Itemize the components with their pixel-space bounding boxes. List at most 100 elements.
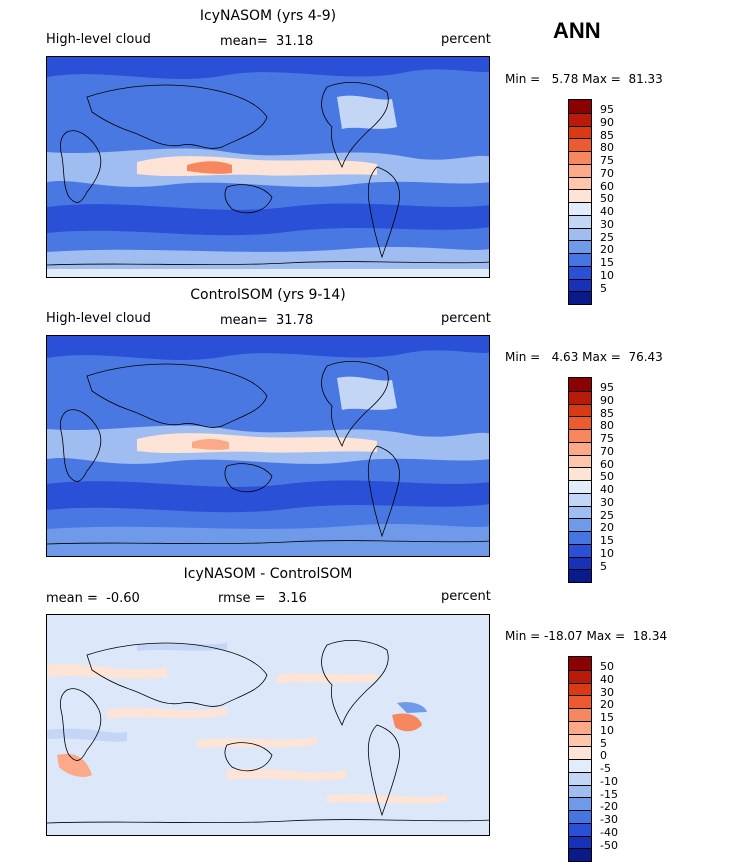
colorbar-tick-label: 40 — [600, 205, 614, 218]
colorbar-tick-label: 95 — [600, 103, 614, 116]
panel-3-mean-label: mean = -0.60 — [46, 591, 140, 606]
colorbar-tick-label: -5 — [600, 762, 611, 775]
colorbar-tick-label: 10 — [600, 546, 614, 560]
colorbar-tick-label: 30 — [600, 217, 614, 231]
panel-2-colorbar-swatch — [569, 441, 591, 455]
panel-2-colorbar-swatch — [569, 467, 591, 480]
panel-1-colorbar-swatch — [569, 163, 591, 177]
panel-1-colorbar-swatch — [569, 253, 591, 266]
panel-1-colorbar-swatch — [569, 278, 591, 292]
season-label: ANN — [553, 18, 601, 43]
colorbar-tick-label: 90 — [600, 393, 614, 407]
panel-2-colorbar-swatch — [569, 505, 591, 519]
panel-3-colorbar-swatch — [569, 822, 591, 836]
colorbar-tick-label: 20 — [600, 243, 614, 257]
panel-1-colorbar-swatch — [569, 214, 591, 228]
colorbar-tick-label: 15 — [600, 256, 614, 269]
panel-1-colorbar-swatch — [569, 100, 591, 113]
panel-2-title: ControlSOM (yrs 9-14) — [190, 287, 346, 303]
colorbar-tick-label: 5 — [600, 281, 607, 295]
colorbar-tick-label: 80 — [600, 419, 614, 433]
panel-3-colorbar-swatch — [569, 784, 591, 798]
panel-1-colorbar-swatch — [569, 151, 591, 164]
panel-1-colorbar-swatch — [569, 138, 591, 151]
panel-3-minmax: Min = -18.07 Max = 18.34 — [505, 629, 668, 643]
panel-1-colorbar-swatch — [569, 112, 591, 126]
panel-2-colorbar-swatch — [569, 543, 591, 557]
colorbar-tick-label: 50 — [600, 660, 614, 673]
panel-2-units-label: percent — [441, 311, 491, 326]
colorbar-tick-label: 85 — [600, 128, 614, 142]
panel-2-colorbar-swatch — [569, 492, 591, 506]
colorbar-tick-label: -30 — [600, 813, 618, 826]
panel-1-colorbar — [568, 99, 592, 305]
panel-3-colorbar-swatch — [569, 797, 591, 810]
panel-2-colorbar-swatch — [569, 378, 591, 391]
panel-2-map — [46, 335, 490, 557]
colorbar-tick-label: 15 — [600, 711, 614, 724]
colorbar-tick-label: 20 — [600, 521, 614, 535]
panel-1-colorbar-swatch — [569, 265, 591, 279]
colorbar-tick-label: 30 — [600, 495, 614, 509]
panel-3-colorbar-swatch — [569, 669, 591, 683]
colorbar-tick-label: -40 — [600, 825, 618, 839]
colorbar-tick-label: 30 — [600, 685, 614, 699]
panel-2-colorbar — [568, 377, 592, 583]
panel-2-minmax: Min = 4.63 Max = 76.43 — [505, 350, 663, 364]
panel-3-colorbar-swatch — [569, 657, 591, 670]
panel-3-colorbar-swatch — [569, 733, 591, 747]
panel-2-colorbar-swatch — [569, 403, 591, 417]
colorbar-tick-label: 80 — [600, 141, 614, 155]
panel-3-colorbar-swatch — [569, 848, 591, 861]
panel-2-colorbar-swatch — [569, 416, 591, 429]
colorbar-tick-label: 40 — [600, 483, 614, 496]
panel-3-colorbar-swatch — [569, 695, 591, 708]
panel-1-colorbar-swatch — [569, 202, 591, 215]
colorbar-tick-label: 95 — [600, 381, 614, 394]
panel-1-colorbar-swatch — [569, 240, 591, 253]
colorbar-tick-label: 10 — [600, 268, 614, 282]
colorbar-tick-label: 5 — [600, 559, 607, 573]
panel-3-title: IcyNASOM - ControlSOM — [183, 566, 353, 582]
panel-2-colorbar-swatch — [569, 531, 591, 544]
panel-1-colorbar-swatch — [569, 227, 591, 241]
panel-2-colorbar-swatch — [569, 569, 591, 582]
colorbar-tick-label: 20 — [600, 698, 614, 712]
panel-1-mean-label: mean= 31.18 — [220, 34, 314, 49]
panel-1-colorbar-swatch — [569, 125, 591, 139]
panel-2-colorbar-swatch — [569, 518, 591, 531]
panel-3-colorbar-swatch — [569, 708, 591, 721]
colorbar-tick-label: 5 — [600, 736, 607, 750]
panel-2-colorbar-swatch — [569, 390, 591, 404]
panel-1-variable-label: High-level cloud — [46, 32, 151, 47]
colorbar-tick-label: 0 — [600, 749, 607, 763]
panel-1-colorbar-swatch — [569, 176, 591, 190]
panel-2-colorbar-swatch — [569, 454, 591, 468]
panel-3-colorbar-swatch — [569, 682, 591, 696]
colorbar-tick-label: 75 — [600, 154, 614, 167]
panel-2-colorbar-swatch — [569, 556, 591, 570]
colorbar-tick-label: 25 — [600, 230, 614, 244]
colorbar-tick-label: 90 — [600, 115, 614, 129]
colorbar-tick-label: 10 — [600, 723, 614, 737]
colorbar-tick-label: 70 — [600, 166, 614, 180]
panel-1-map — [46, 56, 490, 278]
colorbar-tick-label: 15 — [600, 534, 614, 547]
colorbar-tick-label: 60 — [600, 179, 614, 193]
panel-3-colorbar-swatch — [569, 771, 591, 785]
panel-2-mean-label: mean= 31.78 — [220, 313, 314, 328]
panel-1-units-label: percent — [441, 32, 491, 47]
colorbar-tick-label: 40 — [600, 672, 614, 686]
colorbar-tick-label: 75 — [600, 432, 614, 445]
panel-2-colorbar-swatch — [569, 480, 591, 493]
colorbar-tick-label: 60 — [600, 457, 614, 471]
colorbar-tick-label: -20 — [600, 800, 618, 814]
panel-3-colorbar-swatch — [569, 746, 591, 759]
colorbar-tick-label: 85 — [600, 406, 614, 420]
panel-3-rmse-label: rmse = 3.16 — [218, 591, 307, 606]
colorbar-tick-label: 50 — [600, 470, 614, 484]
panel-1-colorbar-swatch — [569, 189, 591, 202]
panel-2-colorbar-swatch — [569, 429, 591, 442]
colorbar-tick-label: -10 — [600, 774, 618, 788]
panel-3-units-label: percent — [441, 589, 491, 604]
